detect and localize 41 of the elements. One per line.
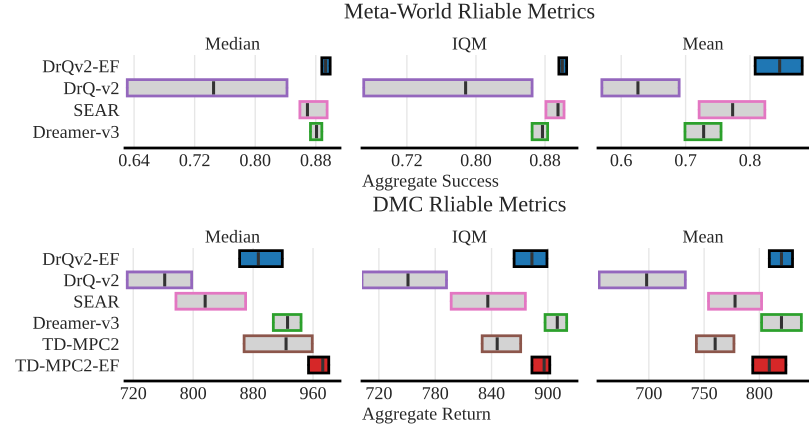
- x-tick-label: 0.88: [530, 154, 560, 166]
- x-tick-label: 720: [120, 387, 146, 400]
- x-tick-label: 960: [300, 387, 326, 400]
- y-tick-label: SEAR: [74, 296, 120, 308]
- x-tick-label: 800: [746, 387, 772, 400]
- x-tick-label: 900: [534, 387, 561, 400]
- x-tick-label: 0.72: [392, 154, 422, 166]
- y-tick-label: SEAR: [74, 104, 120, 116]
- y-tick-label: DrQv2-EF: [42, 252, 119, 268]
- y-tick-label: Dreamer-v3: [33, 126, 119, 138]
- x-tick-label: 800: [180, 387, 206, 400]
- x-tick-label: 0.64: [118, 154, 150, 166]
- x-tick-label: 720: [366, 387, 392, 400]
- chart-subtitle: Median: [205, 36, 260, 50]
- chart-title: DMC Rliable Metrics: [373, 196, 566, 212]
- x-tick-label: 0.72: [180, 154, 210, 166]
- y-tick-label: Dreamer-v3: [33, 316, 119, 329]
- x-axis-title: Aggregate Success: [362, 174, 498, 190]
- y-tick-label: DrQv2-EF: [42, 60, 119, 76]
- x-tick-label: 840: [478, 387, 504, 400]
- x-tick-label: 0.8: [739, 154, 761, 166]
- chart-subtitle: Median: [205, 230, 260, 243]
- y-tick-label: TD-MPC2: [42, 338, 118, 350]
- chart-subtitle: Mean: [682, 230, 724, 243]
- x-tick-label: 780: [422, 387, 448, 400]
- x-tick-label: 0.6: [610, 154, 632, 166]
- y-tick-label: DrQ-v2: [64, 274, 118, 290]
- x-tick-label: 0.88: [300, 154, 331, 166]
- x-tick-label: 880: [240, 387, 266, 400]
- x-axis-title: Aggregate Return: [362, 408, 491, 424]
- chart-subtitle: IQM: [452, 230, 487, 246]
- chart-subtitle: Mean: [682, 38, 724, 50]
- chart-subtitle: IQM: [452, 37, 487, 52]
- y-tick-label: DrQ-v2: [64, 82, 118, 98]
- x-tick-label: 0.80: [460, 154, 492, 166]
- x-tick-label: 700: [636, 387, 662, 400]
- y-tick-label: TD-MPC2-EF: [15, 359, 119, 372]
- chart-title: Meta-World Rliable Metrics: [344, 2, 594, 19]
- x-tick-label: 750: [692, 387, 717, 400]
- x-tick-label: 0.80: [240, 154, 270, 166]
- x-tick-label: 0.7: [675, 154, 696, 166]
